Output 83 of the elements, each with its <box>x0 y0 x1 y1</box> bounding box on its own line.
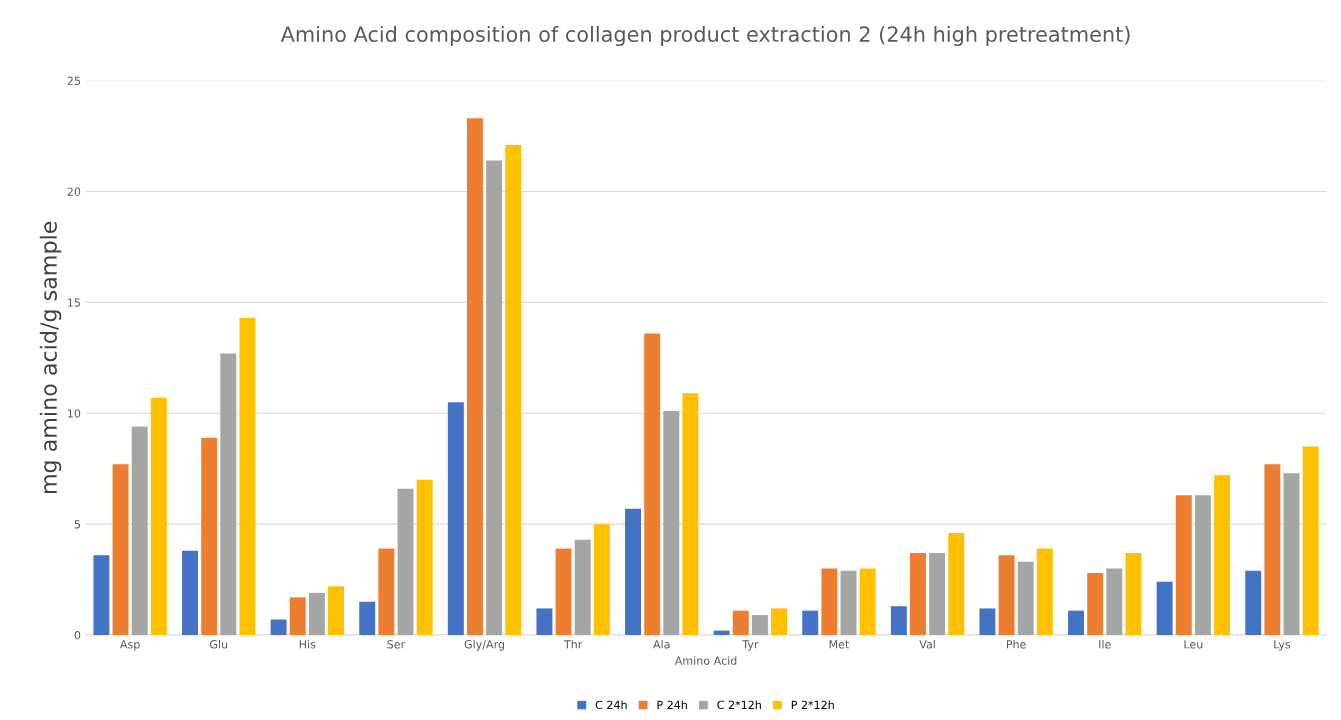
bar <box>948 533 965 636</box>
bar <box>1106 568 1123 636</box>
bar <box>1125 552 1142 636</box>
bar <box>910 552 926 636</box>
bar <box>182 550 198 636</box>
bar <box>1214 475 1231 636</box>
bar <box>308 592 325 636</box>
x-tick-label: Thr <box>563 639 583 649</box>
x-tick-label: Glu <box>209 639 228 649</box>
bar <box>859 568 876 636</box>
bar <box>220 353 237 636</box>
bar <box>555 548 572 636</box>
x-tick-label: Ile <box>1099 639 1111 649</box>
bar <box>1087 572 1104 636</box>
bar <box>201 437 218 636</box>
x-tick-label: Phe <box>1006 639 1026 649</box>
bar <box>771 608 788 636</box>
x-tick-label: Ala <box>653 639 670 649</box>
y-axis-title: mg amino acid/g sample <box>39 221 62 494</box>
bar <box>979 608 996 636</box>
legend-label: P 2*12h <box>791 700 834 709</box>
bar <box>751 615 768 636</box>
bar <box>289 597 306 636</box>
bar <box>1194 495 1211 636</box>
bar <box>574 539 591 636</box>
x-tick-label: Met <box>829 640 850 649</box>
x-tick-label: Gly/Arg <box>464 639 505 651</box>
bar <box>359 601 376 636</box>
bar <box>150 397 167 636</box>
x-tick-label: Leu <box>1184 640 1203 649</box>
x-tick-label: His <box>299 639 316 649</box>
x-axis-title: Amino Acid <box>674 656 737 665</box>
bar <box>840 570 857 636</box>
x-tick-label: Asp <box>119 640 140 651</box>
bar <box>239 317 256 636</box>
bar <box>416 479 433 636</box>
y-tick-label: 5 <box>74 520 80 529</box>
bar <box>93 555 110 636</box>
bar <box>112 464 129 636</box>
bar <box>802 610 819 636</box>
bar <box>713 630 730 636</box>
bar <box>486 160 503 636</box>
x-tick-label: Val <box>919 639 935 649</box>
bar <box>1245 570 1262 636</box>
bar <box>1175 495 1192 636</box>
y-tick-label: 10 <box>68 409 81 418</box>
y-tick-label: 20 <box>67 187 81 196</box>
bar <box>998 555 1015 636</box>
y-tick-label: 0 <box>74 631 81 640</box>
bar <box>505 144 522 636</box>
bar <box>378 548 395 636</box>
bar <box>1283 473 1300 636</box>
bar <box>1036 548 1053 636</box>
bar <box>890 606 907 636</box>
bar <box>447 402 464 636</box>
bar <box>663 411 680 636</box>
bar <box>732 610 749 636</box>
bar <box>1156 581 1173 636</box>
bar <box>1302 446 1319 636</box>
x-tick-label: Lys <box>1274 640 1291 651</box>
y-tick-label: 25 <box>67 76 80 86</box>
bar <box>466 118 483 636</box>
y-tick-label: 15 <box>68 298 80 307</box>
bar <box>1264 464 1281 636</box>
bar <box>270 619 287 636</box>
bar <box>821 568 838 636</box>
x-tick-label: Tyr <box>742 640 759 651</box>
bar <box>1017 561 1034 636</box>
bar <box>328 586 345 636</box>
bar <box>682 393 699 636</box>
legend-label: C 2*12h <box>717 700 761 710</box>
bar <box>397 488 414 636</box>
bar <box>131 426 148 636</box>
bar <box>593 524 610 636</box>
bar <box>644 333 661 636</box>
bar <box>536 608 553 636</box>
x-tick-label: Ser <box>387 640 406 649</box>
bar <box>929 552 946 636</box>
bar <box>1068 610 1085 636</box>
chart-title: Amino Acid composition of collagen product extraction 2 (24h high pretreatment) <box>280 25 1130 47</box>
legend-label: C 24h <box>595 700 627 710</box>
legend-label: P 24h <box>657 700 687 709</box>
bar <box>625 508 641 636</box>
